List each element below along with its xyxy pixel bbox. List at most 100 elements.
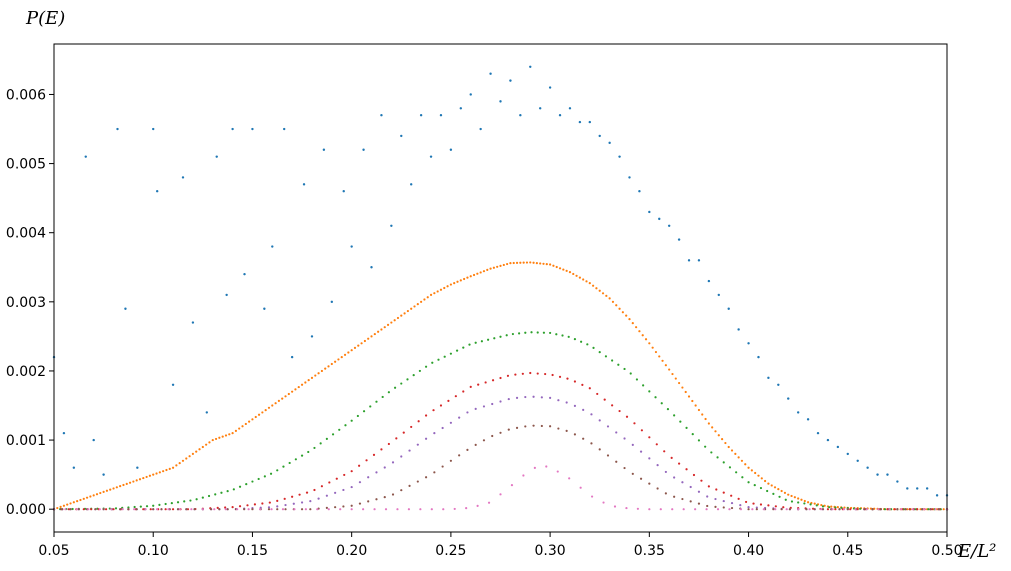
x-tick-label: 0.50 [931,543,962,559]
y-tick-label: 0.002 [6,364,46,380]
data-point [214,437,218,441]
data-point [937,508,940,511]
data-point [515,426,519,429]
data-point [856,508,859,511]
data-point [717,293,720,297]
data-point [929,508,932,511]
data-point [747,342,750,345]
data-point [935,494,939,497]
data-point [251,418,254,421]
data-point [369,405,372,408]
data-point [539,262,542,265]
data-point [532,424,535,427]
data-point [373,508,376,511]
data-point [505,334,508,337]
data-point [859,507,862,510]
data-point [300,383,304,386]
data-point [238,485,242,488]
data-point [183,500,186,503]
data-point [205,411,208,414]
data-point [245,483,248,486]
data-point [251,480,254,483]
data-point [102,508,105,511]
data-point [185,508,188,511]
data-point [883,508,887,511]
data-point [132,480,135,483]
data-point [706,504,709,508]
data-point [365,459,368,462]
data-point [429,155,433,158]
data-point [499,335,502,338]
data-point [466,448,469,451]
data-point [707,279,711,283]
data-point [112,487,115,490]
data-point [580,340,583,343]
data-point [549,425,552,428]
data-point [343,353,347,356]
data-point [133,508,136,511]
data-point [618,409,621,413]
data-point [555,333,558,336]
data-point [797,497,800,500]
data-point [753,484,756,487]
data-point [773,486,777,489]
data-point [383,326,386,329]
data-point [383,466,386,469]
data-point [673,495,676,498]
data-point [934,508,937,511]
data-point [310,335,314,338]
data-point [309,500,312,503]
data-point [747,508,750,511]
data-point [826,438,830,442]
data-point [442,508,445,511]
y-tick-label: 0.006 [6,87,46,103]
data-point [608,141,611,145]
data-point [472,273,476,277]
data-point [441,426,444,430]
data-point [598,351,601,354]
data-point [697,490,701,493]
data-point [195,498,198,501]
data-point [846,452,849,456]
data-point [906,487,909,490]
data-point [339,508,342,511]
data-point [226,508,229,511]
data-point [437,358,440,361]
data-point [432,409,435,412]
data-point [109,488,112,491]
data-point [429,293,433,297]
data-point [468,343,471,346]
data-point [757,474,760,477]
data-point [573,338,577,341]
data-point [82,508,85,511]
data-point [462,346,465,349]
data-point [276,505,279,508]
data-point [344,424,347,427]
x-tick-label: 0.20 [336,543,367,559]
data-point [715,488,718,491]
data-point [536,372,539,375]
data-point [119,485,122,488]
data-point [871,508,874,511]
data-point [459,107,463,110]
data-point [544,372,547,376]
data-point [682,508,685,511]
data-point [755,508,758,511]
data-point [347,351,350,354]
data-point [458,454,461,457]
data-point [673,476,676,479]
data-point [578,276,581,279]
data-point [294,388,297,391]
data-point [906,508,909,511]
data-point [659,508,662,511]
data-point [390,321,393,324]
data-point [819,508,823,511]
data-point [506,374,510,377]
data-point [780,489,783,493]
data-point [390,224,393,227]
data-point [261,411,264,414]
data-point [350,504,353,507]
data-point [119,508,122,511]
data-point [176,508,180,511]
